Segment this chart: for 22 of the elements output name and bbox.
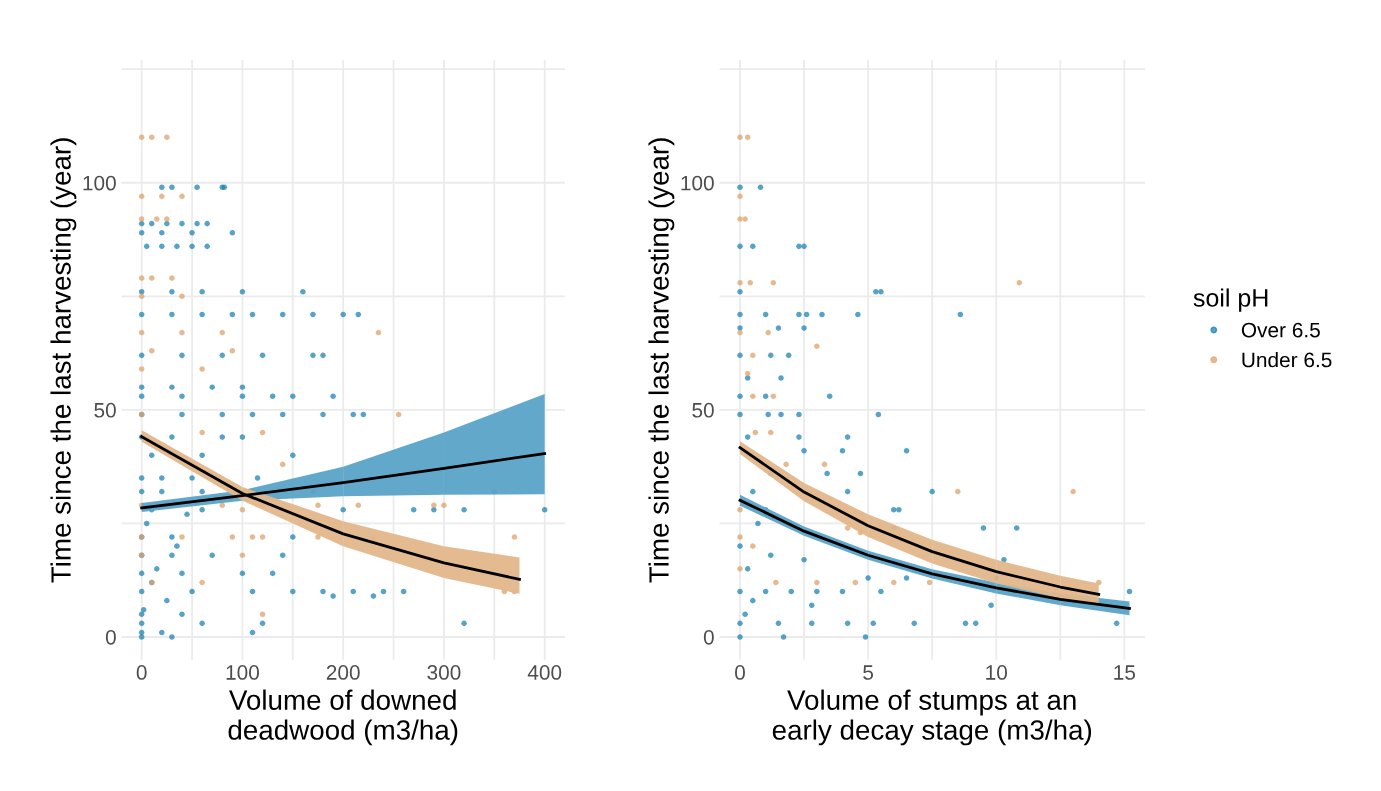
x-tick-label: 15 [1114,665,1136,680]
y-tick-label: 100 [83,175,116,191]
x-axis-title: Volume of downed deadwood (m3/ha) [228,689,458,746]
legend-label: Under 6.5 [1242,352,1332,368]
legend-title: soil pH [1193,288,1268,312]
x-tick-label: 400 [527,665,562,680]
y-tick-label: 0 [105,629,116,645]
x-tick-label: 5 [863,665,874,680]
legend-label: Over 6.5 [1241,322,1320,338]
y-axis-title: Time since the last harvesting (year) [50,138,77,583]
x-tick-label: 0 [735,665,745,680]
x-tick-label: 0 [136,665,147,680]
x-tick-label: 10 [986,665,1008,680]
y-tick-label: 50 [94,402,116,418]
x-tick-label: 300 [427,665,461,680]
y-tick-label: 100 [681,175,714,191]
y-tick-label: 50 [692,402,714,418]
x-tick-label: 200 [326,665,360,680]
y-axis-title: Time since the last harvesting (year) [648,138,675,583]
x-axis-title: Volume of stumps at an early decay stage (m3/ha) [772,689,1092,746]
x-tick-label: 100 [226,665,259,680]
y-tick-label: 0 [703,629,714,645]
